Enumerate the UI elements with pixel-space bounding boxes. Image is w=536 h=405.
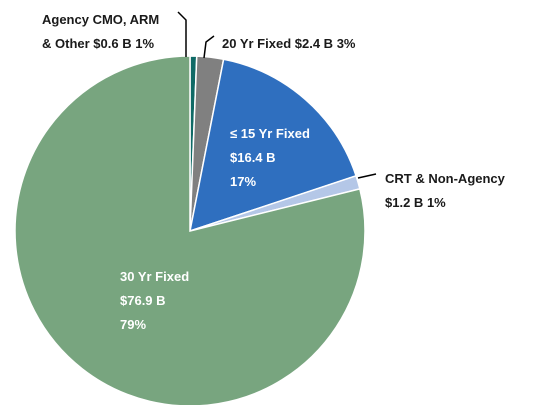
label-part: ≤ 15 Yr Fixed — [230, 126, 310, 141]
label-part: 79% — [120, 317, 147, 332]
label-line: $1.2 B 1% — [385, 191, 505, 215]
leader-line — [177, 11, 187, 57]
label-part: $1.2 B — [385, 195, 424, 210]
slices — [14, 55, 366, 405]
slice-label: 30 Yr Fixed $76.9 B 79% — [120, 265, 189, 337]
leader-line — [203, 35, 215, 59]
label-part: Agency CMO, ARM & Other — [42, 12, 160, 51]
label-part: $2.4 B — [294, 36, 334, 51]
label-part: 3% — [336, 36, 356, 51]
slice-label: ≤ 15 Yr Fixed $16.4 B 17% — [230, 122, 310, 194]
pie-slice — [189, 58, 358, 233]
label-line: $2.4 B 3% — [295, 36, 356, 51]
label-part: $76.9 B — [120, 293, 166, 308]
slice-label: CRT & Non-Agency $1.2 B 1% — [385, 167, 505, 215]
slice-label: Agency CMO, ARM & Other $0.6 B 1% — [42, 8, 170, 56]
label-part: 30 Yr Fixed — [120, 269, 190, 284]
label-part: 1% — [426, 195, 446, 210]
pie-slice — [14, 55, 366, 405]
slice-label: 20 Yr Fixed $2.4 B 3% — [222, 32, 356, 56]
label-part: 1% — [135, 36, 155, 51]
label-part: 17% — [230, 174, 257, 189]
label-part: 20 Yr Fixed — [222, 36, 292, 51]
label-part: $16.4 B — [230, 150, 276, 165]
label-part: CRT & Non-Agency — [385, 171, 505, 186]
label-line: $0.6 B 1% — [93, 36, 154, 51]
label-part: $0.6 B — [93, 36, 132, 51]
leader-line — [357, 173, 377, 179]
